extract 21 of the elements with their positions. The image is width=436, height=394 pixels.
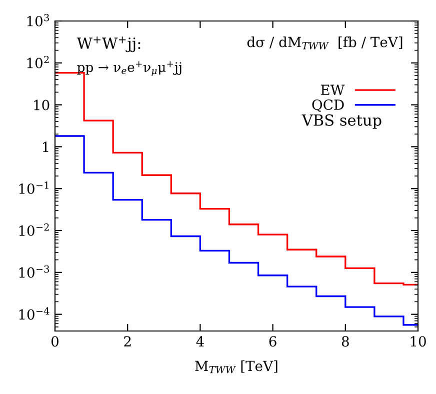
y-tick-label: 1	[42, 142, 48, 152]
legend-label: EW	[320, 84, 345, 95]
y-tick-label: 10$^{3}$	[27, 14, 49, 26]
text: pp → ν$_{e}$e$^{+}$ν$_{μ}$μ$^{+}$jj	[77, 61, 182, 76]
y-tick-label: 10$^{−2}$	[19, 223, 49, 236]
x-tick-label: 2	[124, 336, 131, 346]
y-axis-title: dσ / dM$_{TWW}$ [fb / TeV]	[247, 36, 402, 50]
y-tick-label: 10$^{2}$	[27, 56, 49, 68]
legend-label: QCD	[312, 99, 344, 112]
annotation: W$^{+}$W$^{+}$jj:	[76, 36, 140, 52]
y-tick-label: 10$^{−3}$	[19, 265, 50, 278]
y-tick-label: 10$^{−4}$	[19, 307, 50, 320]
x-axis-title: M$_{TWW}$ [TeV]	[195, 360, 278, 374]
x-tick-label: 6	[269, 336, 276, 347]
y-tick-label: 10$^{−1}$	[19, 182, 48, 194]
x-tick-label: 0	[51, 336, 58, 347]
annotation: VBS setup	[302, 114, 382, 129]
x-tick-label: 8	[342, 336, 349, 347]
x-tick-label: 10	[410, 336, 426, 347]
y-tick-label: 10	[34, 100, 50, 110]
x-tick-label: 4	[196, 336, 204, 346]
